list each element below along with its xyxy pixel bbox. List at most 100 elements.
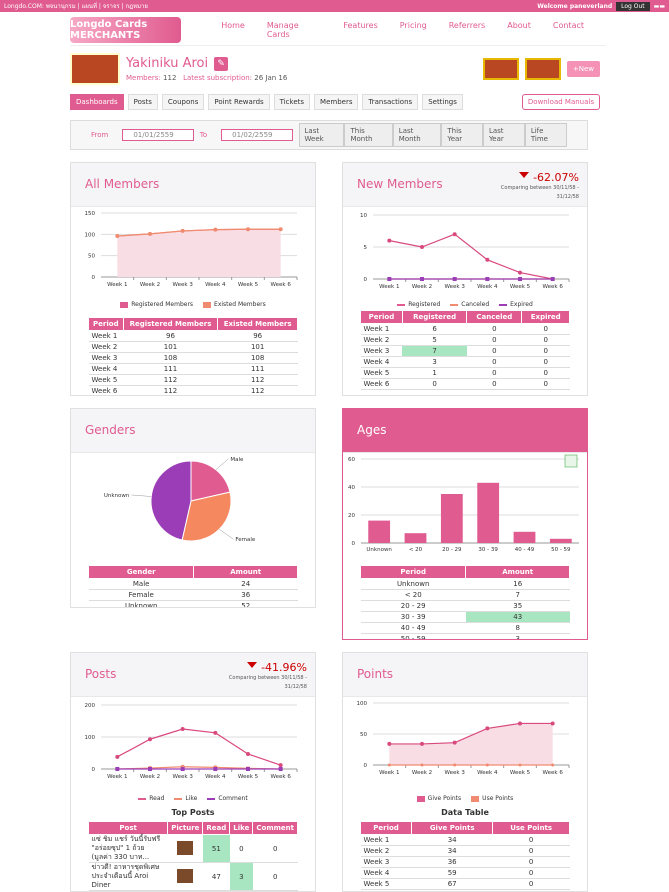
nav-link-features[interactable]: Features [343,21,377,39]
quick-range-button[interactable]: Life Time [525,123,567,147]
cell: Week 4 [361,868,412,879]
tab-tickets[interactable]: Tickets [274,94,310,110]
series-line [117,729,280,765]
comparing-text: Comparing between 30/11/58 - 31/12/58 [207,674,307,692]
tab-point-rewards[interactable]: Point Rewards [208,94,269,110]
tab-dashboards[interactable]: Dashboards [70,94,124,110]
cell: Week 4 [89,364,124,375]
cell: 0 [402,379,466,390]
bar [514,532,536,543]
post-cell[interactable]: แซ่ ชิม แชร์ วันนี้รับฟรี "อร่อยซุป" 1 ถ… [89,835,168,863]
cell: 0 [230,835,253,863]
top-bar: Longdo.COM: พจนานุกรม | แผนที่ | จราจร |… [0,0,669,12]
logout-button[interactable]: Log Out [616,2,650,11]
table-row: แซ่ ชิม แชร์ วันนี้รับฟรี "อร่อยซุป" 1 ถ… [89,835,298,863]
bar [477,483,499,543]
from-label: From [91,131,108,139]
series-area [117,229,280,277]
data-point [388,764,391,767]
nav-link-home[interactable]: Home [221,21,245,39]
y-tick-label: 0 [92,275,96,281]
tab-settings[interactable]: Settings [422,94,463,110]
data-point [148,737,152,741]
cell: Male [89,579,194,590]
quick-range-button[interactable]: Last Week [299,123,345,147]
language-flags-icon[interactable]: ▬▬ [654,3,665,10]
quick-range-button[interactable]: This Year [441,123,483,147]
to-date-input[interactable]: 01/02/2559 [221,129,292,141]
edit-icon[interactable]: ✎ [214,57,228,71]
post-cell[interactable]: ข่าวดี! อาหารชุดพิเศษ ประจำเดือนนี้ Aroi… [89,863,168,891]
quick-range-button[interactable]: Last Year [483,123,525,147]
x-tick-label: 40 - 49 [515,547,535,553]
tab-members[interactable]: Members [314,94,358,110]
x-tick-label: Week 5 [510,770,531,776]
panel-title: Genders [71,409,315,453]
y-tick-label: 5 [364,245,368,251]
cell: 51 [203,835,230,863]
data-point [279,767,283,771]
tab-coupons[interactable]: Coupons [162,94,204,110]
cell: 36 [194,590,298,601]
profile-header: Yakiniku Aroi ✎ Members: 112 Latest subs… [70,52,600,86]
tab-transactions[interactable]: Transactions [362,94,418,110]
cell: 112 [218,375,298,386]
x-tick-label: Week 5 [510,284,531,290]
panel-title: Points [343,653,587,697]
new-card-button[interactable]: +New [567,61,600,77]
to-label: To [200,131,207,139]
portal-links[interactable]: Longdo.COM: พจนานุกรม | แผนที่ | จราจร |… [4,1,148,11]
x-tick-label: Week 2 [140,282,160,288]
data-point [246,752,250,756]
download-manuals-button[interactable]: Download Manuals [522,94,600,110]
cell: 3 [402,357,466,368]
card-thumbnail[interactable] [483,58,519,80]
x-tick-label: Week 6 [271,282,292,288]
column-header: Period [361,311,403,324]
pie-label: Unknown [104,493,130,499]
data-point [213,767,217,771]
cell: 24 [194,579,298,590]
cell: 0 [253,835,298,863]
cell: 0 [467,357,522,368]
y-tick-label: 10 [360,213,367,219]
nav-link-contact[interactable]: Contact [553,21,584,39]
data-point [115,755,119,759]
from-date-input[interactable]: 01/01/2559 [122,129,193,141]
data-point [551,764,554,767]
data-point [387,742,391,746]
legend: Read Like Comment [71,795,315,802]
data-point [453,741,457,745]
cell: 8 [466,623,570,634]
card-thumbnail[interactable] [525,58,561,80]
change-value: -41.96% [207,661,307,674]
export-excel-icon[interactable] [565,455,577,467]
nav-link-manage-cards[interactable]: Manage Cards [267,21,322,39]
cell: < 20 [361,590,466,601]
profile-meta: Members: 112 Latest subscription: 26 Jan… [126,74,287,82]
y-tick-label: 100 [357,701,368,707]
nav-link-referrers[interactable]: Referrers [449,21,486,39]
cell: 0 [493,835,570,846]
cell: 7 [402,346,466,357]
tab-posts[interactable]: Posts [128,94,158,110]
nav-link-pricing[interactable]: Pricing [400,21,427,39]
data-point [453,277,457,281]
quick-range-button[interactable]: Last Month [393,123,442,147]
quick-range-button[interactable]: This Month [344,123,392,147]
longdo-cards-logo[interactable]: Longdo Cards MERCHANTS [70,17,181,43]
nav-link-about[interactable]: About [507,21,531,39]
menu: Home Manage Cards Features Pricing Referrers… [221,21,606,39]
data-point [116,235,119,238]
data-point [115,767,119,771]
